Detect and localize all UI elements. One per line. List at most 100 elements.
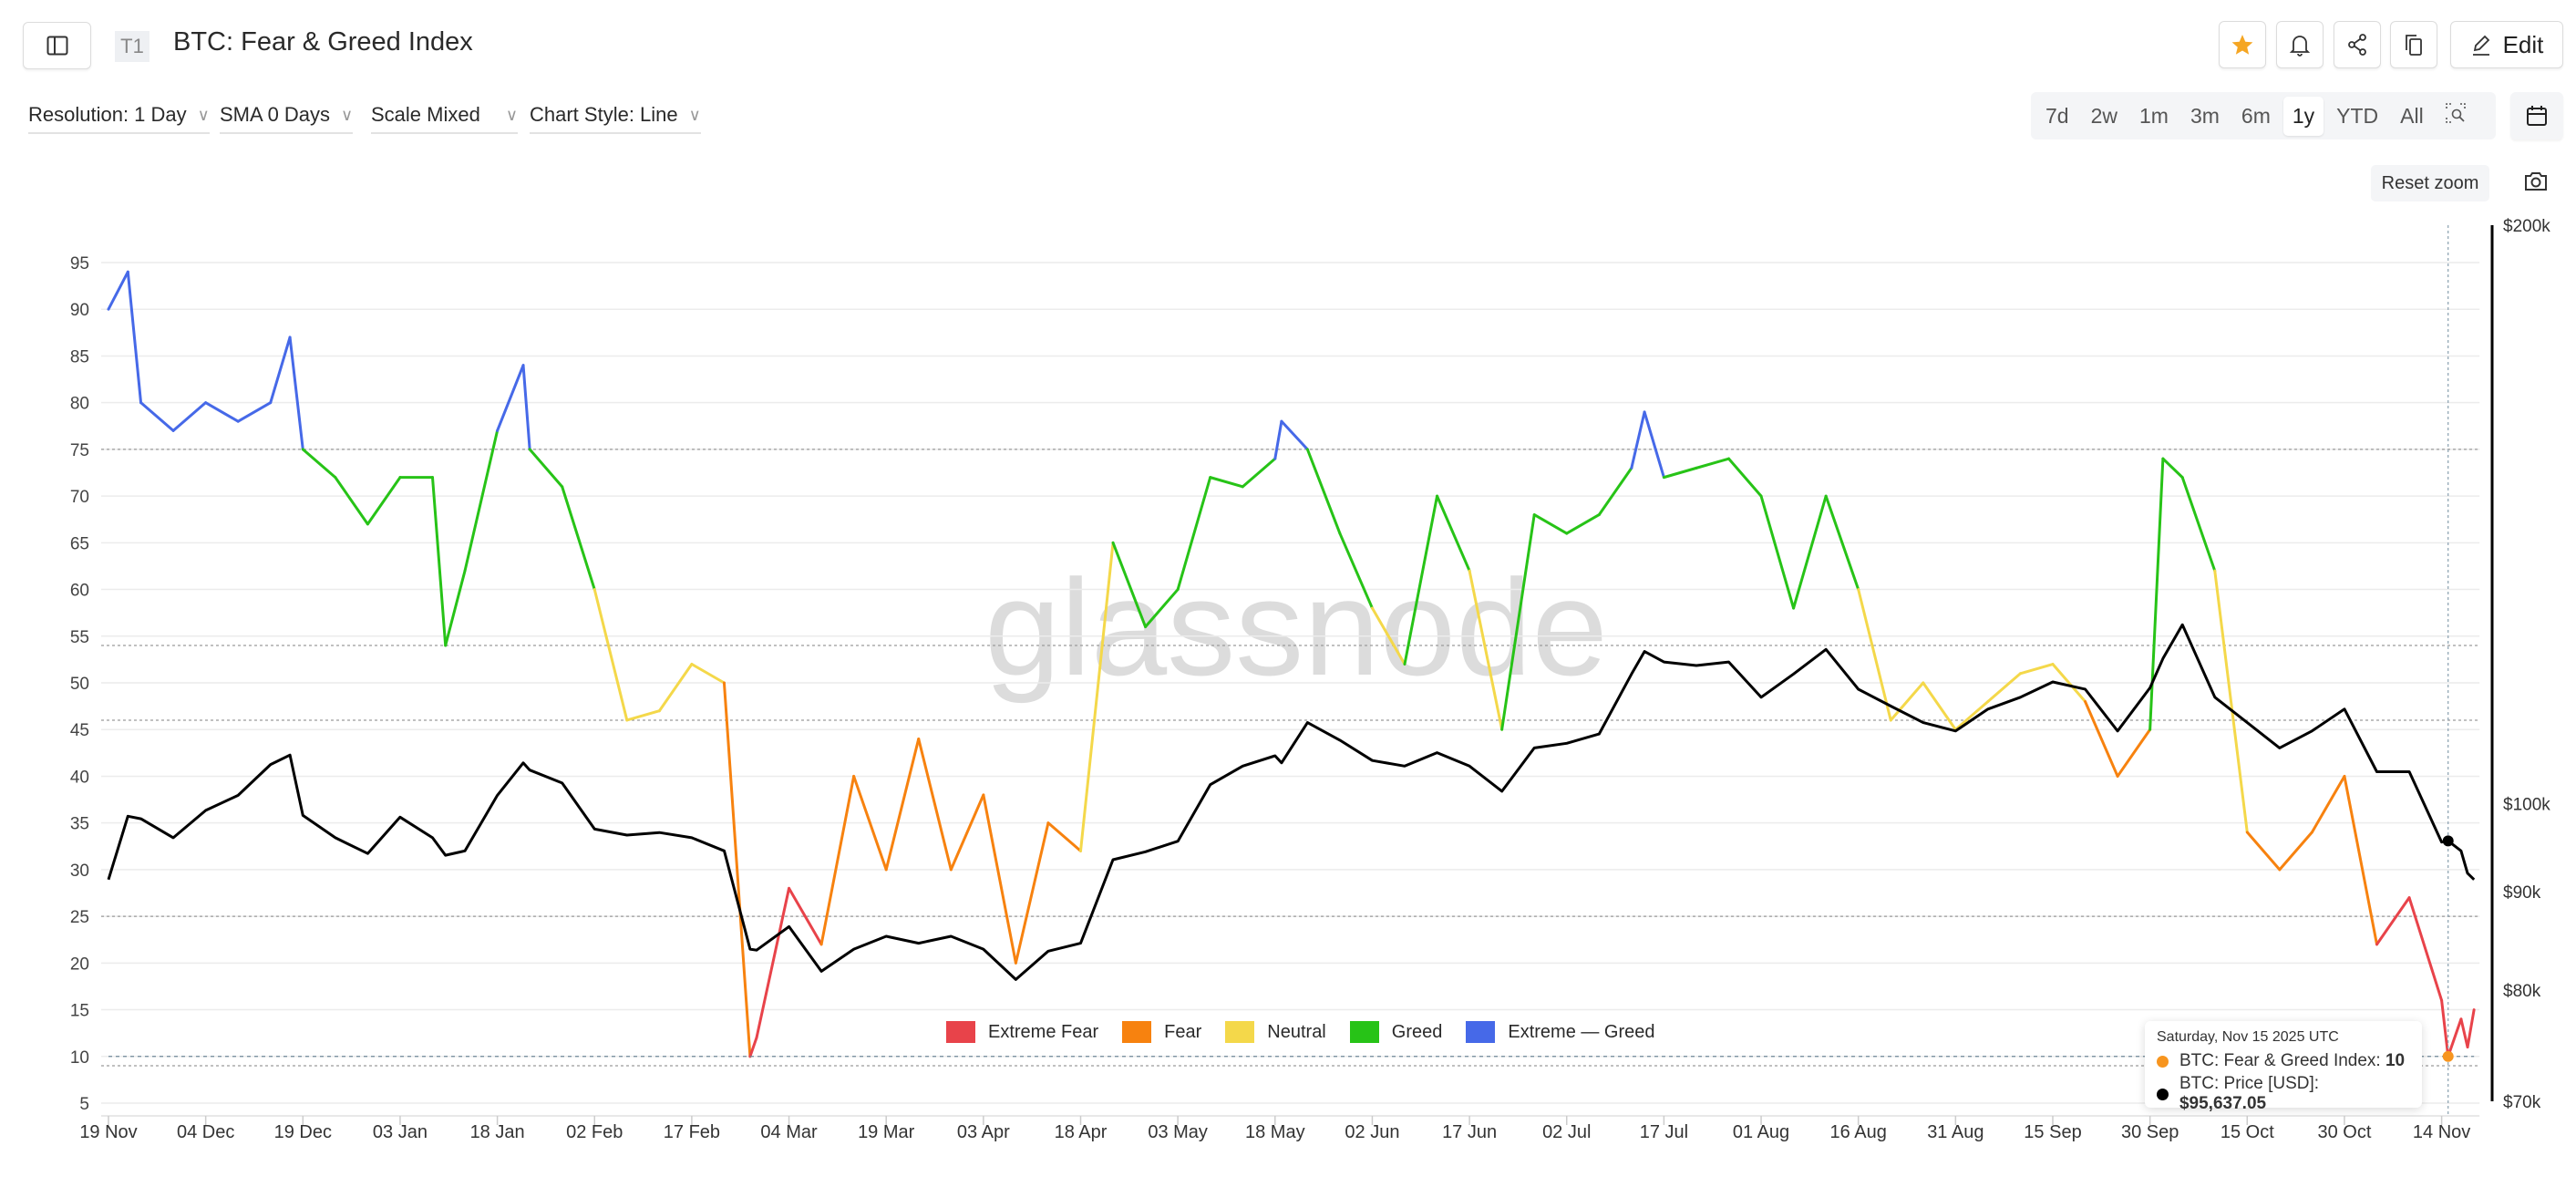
chart-style-label: Chart Style: Line — [530, 103, 678, 126]
fear-greed-segment — [1338, 532, 1374, 610]
x-tick-label: 19 Mar — [858, 1122, 915, 1142]
fgi-highlight-point — [2442, 1050, 2454, 1062]
fear-greed-segment — [1792, 494, 1828, 610]
range-all[interactable]: All — [2400, 103, 2424, 128]
fear-greed-segment — [852, 774, 888, 872]
range-1y[interactable]: 1y — [2282, 96, 2324, 136]
fear-greed-segment — [1695, 457, 1730, 470]
fear-greed-segment — [2161, 457, 2184, 480]
fear-greed-segment — [2466, 1008, 2476, 1049]
fear-greed-segment — [1046, 821, 1082, 852]
fear-greed-segment — [301, 448, 337, 480]
fear-greed-segment — [657, 663, 694, 713]
x-tick-label: 03 Jan — [373, 1122, 428, 1142]
price-tick-label: $200k — [2503, 217, 2550, 236]
duplicate-button[interactable] — [2390, 21, 2437, 68]
y-tick-label: 75 — [70, 441, 89, 460]
x-tick-label: 03 Apr — [957, 1122, 1010, 1142]
tier-badge: T1 — [115, 31, 149, 62]
fear-greed-segment — [521, 364, 531, 451]
fear-greed-segment — [722, 681, 752, 1058]
fear-greed-segment — [2018, 663, 2055, 676]
btc-price-line — [107, 623, 2476, 981]
x-tick-label: 15 Sep — [2024, 1122, 2081, 1142]
fear-greed-segment — [236, 401, 273, 423]
fear-greed-segment — [755, 886, 791, 1039]
tooltip-date: Saturday, Nov 15 2025 UTC — [2157, 1029, 2339, 1045]
fear-greed-segment — [171, 401, 208, 432]
tooltip-price-label: BTC: Price [USD]: — [2179, 1074, 2320, 1093]
time-range-selector: 7d 2w 1m 3m 6m 1y YTD All — [2031, 92, 2496, 139]
range-2w[interactable]: 2w — [2090, 103, 2117, 128]
fear-greed-segment — [2245, 831, 2282, 872]
alert-button[interactable] — [2276, 21, 2324, 68]
fear-greed-segment — [2148, 457, 2165, 731]
legend-label: Fear — [1164, 1021, 1202, 1042]
calendar-icon — [2527, 106, 2547, 126]
legend-swatch — [1349, 1021, 1379, 1043]
x-tick-label: 31 Aug — [1927, 1122, 1984, 1142]
fear-greed-segment — [1630, 410, 1646, 470]
fear-greed-segment — [1273, 419, 1283, 460]
fear-greed-segment — [690, 663, 726, 685]
fear-greed-segment — [1280, 419, 1309, 451]
price-tick-label: $100k — [2503, 796, 2550, 815]
legend-item-extreme-fear[interactable]: Extreme Fear — [946, 1021, 1098, 1043]
y-tick-label: 70 — [70, 488, 89, 507]
fear-greed-segment — [1597, 466, 1633, 517]
fear-greed-segment — [2440, 998, 2450, 1058]
price-tick-label: $80k — [2503, 982, 2541, 1001]
range-6m[interactable]: 6m — [2241, 103, 2271, 128]
fear-greed-segment — [1857, 588, 1892, 722]
y-tick-label: 35 — [70, 815, 89, 834]
zoom-select-button[interactable] — [2437, 96, 2475, 136]
sma-dropdown[interactable]: SMA 0 Days ∨ — [220, 103, 354, 134]
tooltip-fgi-label: BTC: Fear & Greed Index: — [2179, 1051, 2385, 1070]
zoom-area-icon — [2445, 103, 2466, 123]
legend-item-fear[interactable]: Fear — [1122, 1021, 1201, 1043]
scale-dropdown[interactable]: Scale Mixed ∨ — [371, 103, 519, 134]
fear-greed-segment — [1922, 681, 1957, 731]
chart-tooltip: Saturday, Nov 15 2025 UTC BTC: Fear & Gr… — [2145, 1021, 2422, 1113]
date-picker-button[interactable] — [2510, 92, 2563, 139]
fear-greed-segment — [126, 270, 143, 405]
fear-greed-segment — [366, 476, 402, 526]
tooltip-row-price: BTC: Price [USD]: $95,637.05 — [2157, 1074, 2410, 1114]
resolution-dropdown[interactable]: Resolution: 1 Day ∨ — [28, 103, 210, 134]
range-7d[interactable]: 7d — [2045, 103, 2069, 128]
range-3m[interactable]: 3m — [2190, 103, 2220, 128]
fear-greed-segment — [748, 1036, 758, 1058]
y-tick-label: 10 — [70, 1048, 89, 1068]
legend-item-neutral[interactable]: Neutral — [1225, 1021, 1326, 1043]
fear-greed-segment — [1209, 476, 1244, 489]
sma-label: SMA 0 Days — [220, 103, 331, 126]
x-tick-label: 17 Feb — [664, 1122, 720, 1142]
range-1m[interactable]: 1m — [2139, 103, 2169, 128]
fear-greed-segment — [592, 588, 629, 722]
fear-greed-segment — [1370, 606, 1406, 666]
x-tick-label: 18 Jan — [470, 1122, 525, 1142]
share-button[interactable] — [2334, 21, 2381, 68]
toggle-sidebar-button[interactable] — [23, 22, 91, 69]
fear-greed-segment — [334, 476, 369, 526]
fear-greed-segment — [2278, 831, 2313, 872]
fear-greed-segment — [2375, 896, 2411, 946]
edit-button[interactable]: Edit — [2450, 21, 2563, 68]
fear-greed-segment — [1824, 494, 1860, 592]
screenshot-button[interactable] — [2523, 170, 2549, 198]
watermark: glassnode — [984, 551, 1608, 704]
fear-greed-segment — [2180, 476, 2217, 573]
legend-swatch — [1225, 1021, 1255, 1043]
favorite-button[interactable] — [2219, 21, 2266, 68]
legend-item-extreme-greed[interactable]: Extreme — Greed — [1466, 1021, 1655, 1043]
fear-greed-segment — [1500, 513, 1536, 731]
x-tick-label: 16 Aug — [1830, 1122, 1887, 1142]
copy-icon — [2406, 35, 2422, 56]
fear-greed-segment — [269, 335, 292, 405]
chart-style-dropdown[interactable]: Chart Style: Line ∨ — [530, 103, 701, 134]
reset-zoom-button[interactable]: Reset zoom — [2371, 165, 2489, 201]
legend-item-greed[interactable]: Greed — [1349, 1021, 1442, 1043]
fear-greed-segment — [496, 364, 525, 432]
range-ytd[interactable]: YTD — [2336, 103, 2379, 128]
